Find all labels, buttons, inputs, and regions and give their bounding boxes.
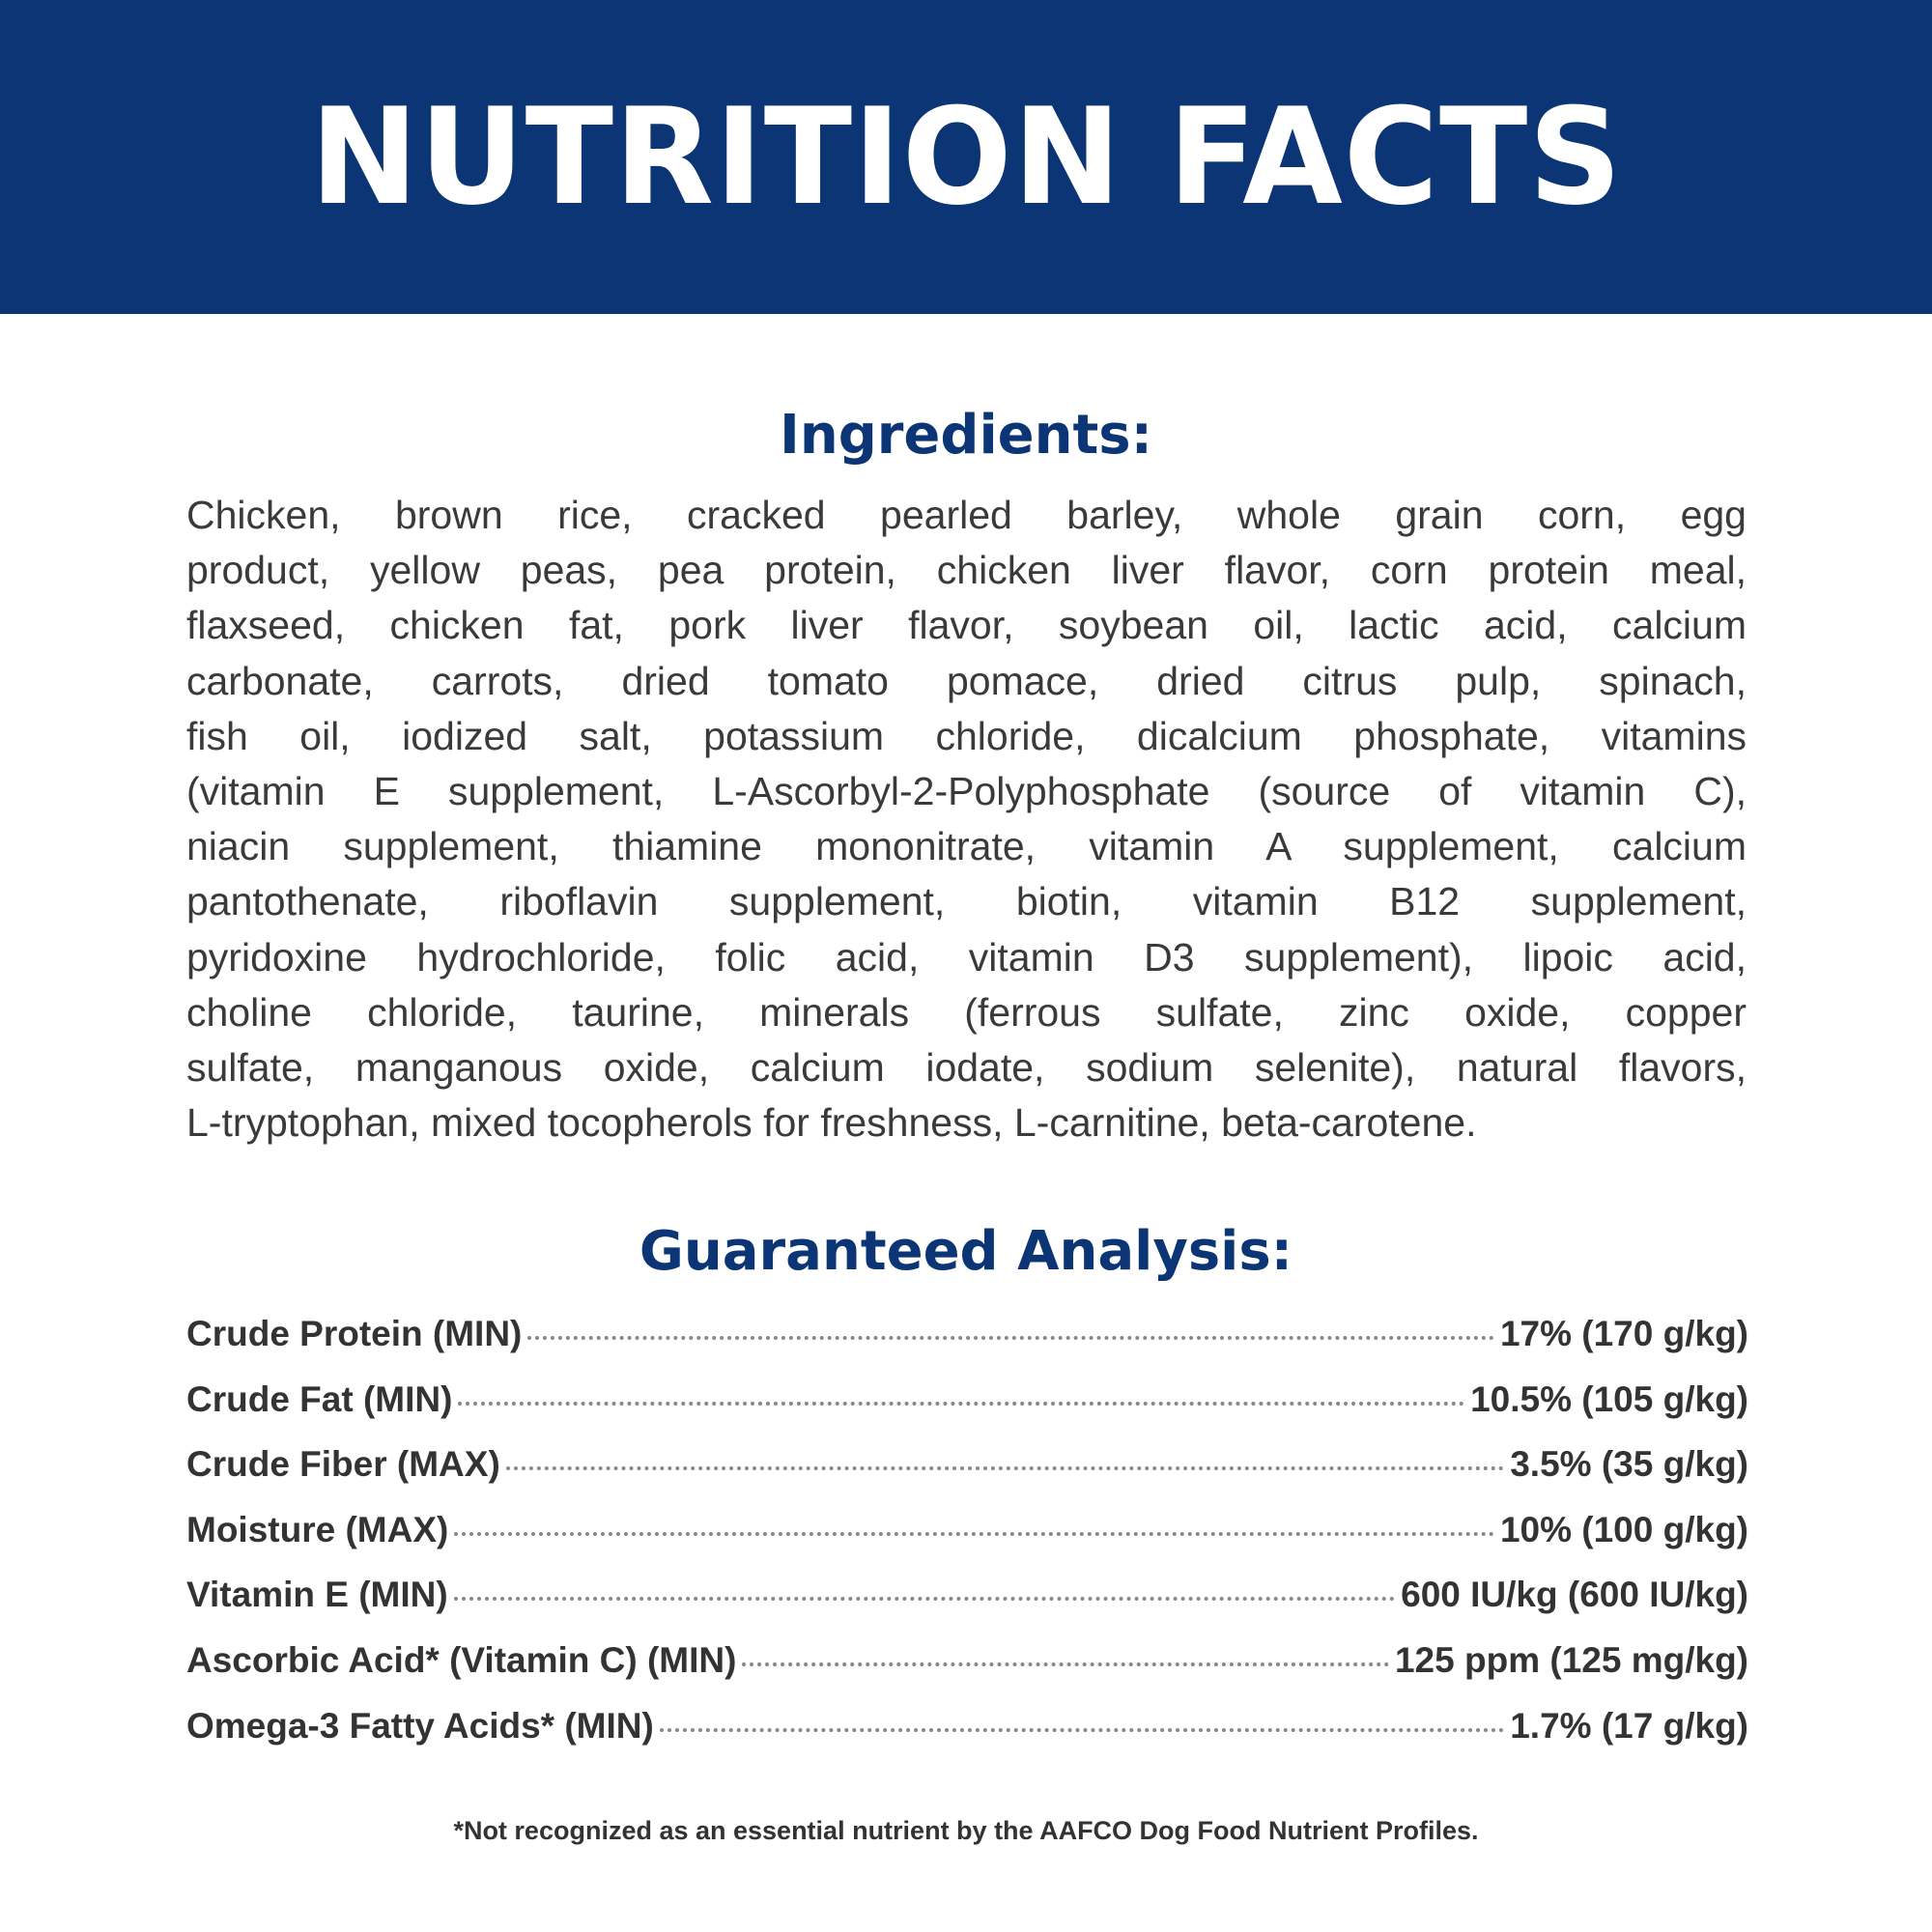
analysis-label: Crude Fat (MIN) <box>186 1378 453 1419</box>
analysis-value: 125 ppm (125 mg/kg) <box>1394 1639 1748 1680</box>
ingredients-line: product, yellow peas, pea protein, chick… <box>186 548 1747 593</box>
analysis-label: Crude Fiber (MAX) <box>186 1444 500 1485</box>
ingredients-line: (vitamin E supplement, L-Ascorbyl-2-Poly… <box>186 768 1747 813</box>
dotted-leader <box>453 1597 1396 1602</box>
dotted-leader <box>505 1466 1505 1471</box>
analysis-label: Moisture (MAX) <box>186 1509 449 1549</box>
analysis-row: Moisture (MAX) 10% (100 g/kg) <box>186 1510 1748 1576</box>
analysis-value: 600 IU/kg (600 IU/kg) <box>1401 1575 1748 1615</box>
ingredients-line: carbonate, carrots, dried tomato pomace,… <box>186 658 1747 703</box>
analysis-label: Ascorbic Acid* (Vitamin C) (MIN) <box>186 1639 737 1680</box>
ingredients-heading: Ingredients: <box>779 404 1152 467</box>
dotted-leader <box>454 1531 1494 1536</box>
ingredients-line: sulfate, manganous oxide, calcium iodate… <box>186 1044 1747 1090</box>
analysis-label: Vitamin E (MIN) <box>186 1575 448 1615</box>
ingredients-line: pyridoxine hydrochloride, folic acid, vi… <box>186 934 1747 980</box>
page-title: NUTRITION FACTS <box>309 79 1623 235</box>
analysis-value: 10.5% (105 g/kg) <box>1470 1378 1748 1419</box>
ingredients-line: Chicken, brown rice, cracked pearled bar… <box>186 493 1747 537</box>
header-banner: NUTRITION FACTS <box>0 0 1932 314</box>
analysis-row: Crude Protein (MIN) 17% (170 g/kg) <box>186 1314 1748 1379</box>
ingredients-line: flaxseed, chicken fat, pork liver flavor… <box>186 603 1747 648</box>
ingredients-list: Chicken, brown rice, cracked pearled bar… <box>186 488 1747 1151</box>
ingredients-line: L-tryptophan, mixed tocopherols for fres… <box>186 1100 1477 1146</box>
ingredients-line: pantothenate, riboflavin supplement, bio… <box>186 879 1747 924</box>
ingredients-line: fish oil, iodized salt, potassium chlori… <box>186 713 1747 758</box>
analysis-value: 1.7% (17 g/kg) <box>1510 1705 1748 1746</box>
analysis-label: Crude Protein (MIN) <box>186 1314 523 1353</box>
analysis-row: Ascorbic Acid* (Vitamin C) (MIN) 125 ppm … <box>186 1640 1748 1706</box>
analysis-row: Crude Fat (MIN) 10.5% (105 g/kg) <box>186 1379 1748 1445</box>
dotted-leader <box>742 1662 1389 1666</box>
ingredients-line: choline chloride, taurine, minerals (fer… <box>186 989 1747 1035</box>
analysis-row: Crude Fiber (MAX) 3.5% (35 g/kg) <box>186 1444 1748 1510</box>
guaranteed-analysis-table: Crude Protein (MIN) 17% (170 g/kg) Crude F… <box>186 1314 1748 1771</box>
analysis-value: 10% (100 g/kg) <box>1499 1509 1748 1549</box>
dotted-leader <box>659 1727 1505 1732</box>
dotted-leader <box>458 1401 1465 1406</box>
analysis-value: 3.5% (35 g/kg) <box>1510 1444 1748 1485</box>
analysis-row: Vitamin E (MIN) 600 IU/kg (600 IU/kg) <box>186 1575 1748 1640</box>
analysis-value: 17% (170 g/kg) <box>1499 1314 1748 1353</box>
ingredients-line: niacin supplement, thiamine mononitrate,… <box>186 824 1747 869</box>
dotted-leader <box>527 1336 1494 1340</box>
analysis-row: Omega-3 Fatty Acids* (MIN) 1.7% (17 g/kg) <box>186 1706 1748 1772</box>
guaranteed-analysis-heading: Guaranteed Analysis: <box>639 1220 1293 1283</box>
analysis-label: Omega-3 Fatty Acids* (MIN) <box>186 1705 654 1746</box>
footnote: *Not recognized as an essential nutrient… <box>453 1816 1479 1845</box>
